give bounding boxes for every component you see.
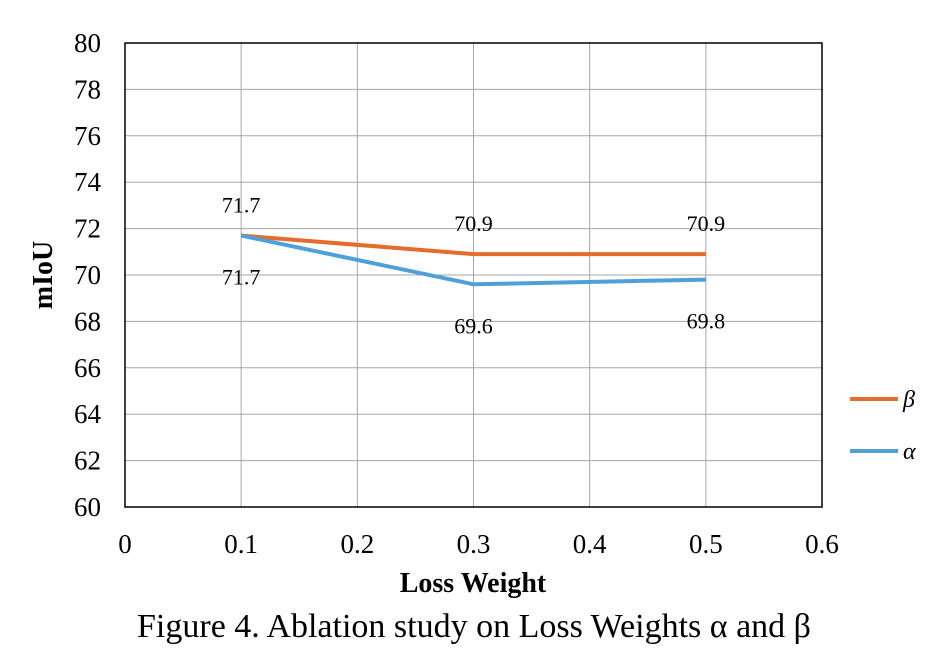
x-tick-label: 0 (118, 529, 132, 559)
y-axis-title: mIoU (28, 241, 59, 309)
legend-label: β (902, 387, 915, 413)
data-label: 69.6 (454, 313, 493, 338)
y-tick-label: 74 (74, 167, 102, 197)
legend: βα (850, 387, 916, 465)
data-label: 70.9 (454, 211, 493, 236)
series-lines (240, 233, 706, 287)
legend-label: α (903, 439, 916, 465)
y-tick-label: 66 (74, 353, 101, 383)
y-tick-label: 72 (74, 214, 101, 244)
data-label: 69.8 (687, 309, 726, 334)
y-tick-label: 64 (74, 399, 102, 429)
series-line-beta (241, 233, 706, 257)
x-axis-tick-labels: 0 0.1 0.2 0.3 0.4 0.5 0.6 (118, 529, 839, 559)
y-tick-label: 76 (74, 121, 101, 151)
x-tick-label: 0.1 (224, 529, 258, 559)
data-label: 70.9 (687, 211, 726, 236)
series-line-alpha (240, 233, 706, 287)
y-tick-label: 78 (74, 74, 101, 104)
data-label: 71.7 (222, 265, 261, 290)
figure-caption: Figure 4. Ablation study on Loss Weights… (137, 608, 811, 645)
data-label: 71.7 (222, 193, 261, 218)
x-tick-label: 0.2 (340, 529, 374, 559)
x-axis-title: Loss Weight (400, 568, 547, 599)
y-tick-label: 68 (74, 306, 101, 336)
y-tick-label: 80 (74, 28, 101, 58)
plot-area-frame (124, 42, 823, 508)
x-tick-label: 0.6 (805, 529, 839, 559)
y-axis-tick-labels: 60 62 64 66 68 70 72 74 76 78 80 (74, 28, 102, 522)
y-tick-label: 60 (74, 492, 101, 522)
y-tick-label: 62 (74, 446, 101, 476)
x-tick-label: 0.4 (573, 529, 607, 559)
y-tick-label: 70 (74, 260, 101, 290)
data-labels: 71.7 70.9 70.9 71.7 69.6 69.8 (222, 193, 725, 339)
x-tick-label: 0.5 (689, 529, 723, 559)
x-tick-label: 0.3 (457, 529, 491, 559)
